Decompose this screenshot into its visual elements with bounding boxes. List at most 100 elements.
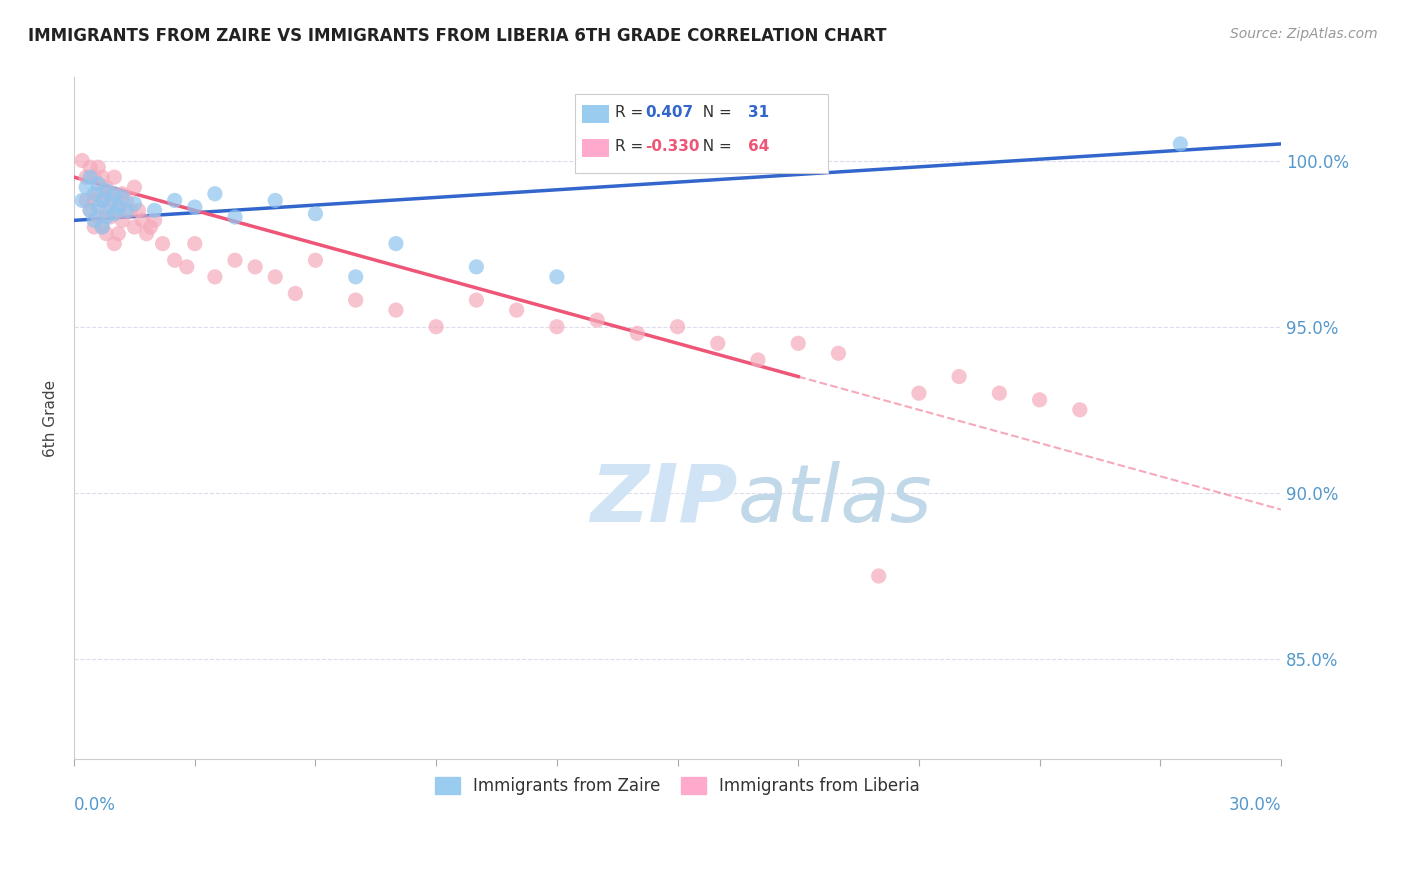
Point: [91, 170, 114, 185]
Point: [120, 203, 142, 218]
Point: [1069, 402, 1091, 417]
Point: [988, 386, 1011, 401]
Point: [143, 203, 166, 218]
Point: [75, 180, 97, 194]
Point: [586, 313, 609, 327]
Text: 64: 64: [748, 139, 769, 153]
Point: [111, 213, 134, 227]
Text: 30.0%: 30.0%: [1229, 797, 1281, 814]
Point: [91, 219, 114, 234]
Point: [107, 200, 129, 214]
Point: [465, 293, 488, 307]
Point: [139, 219, 162, 234]
Y-axis label: 6th Grade: 6th Grade: [44, 380, 58, 457]
Point: [284, 286, 307, 301]
Point: [96, 227, 118, 241]
Point: [626, 326, 648, 341]
Point: [124, 219, 146, 234]
Point: [75, 170, 97, 185]
Point: [79, 203, 101, 218]
Point: [70, 194, 93, 208]
Point: [83, 170, 105, 185]
Point: [91, 219, 114, 234]
Text: ZIP: ZIP: [591, 461, 738, 539]
Point: [546, 269, 568, 284]
Point: [666, 319, 689, 334]
Point: [304, 207, 326, 221]
Point: [87, 186, 110, 201]
Point: [103, 236, 125, 251]
Point: [98, 196, 121, 211]
Point: [103, 207, 125, 221]
Point: [787, 336, 810, 351]
Point: [1170, 136, 1192, 151]
Point: [79, 160, 101, 174]
Point: [83, 186, 105, 201]
Point: [546, 319, 568, 334]
Point: [96, 203, 118, 218]
Point: [83, 194, 105, 208]
Point: [264, 269, 287, 284]
Point: [143, 213, 166, 227]
Point: [91, 194, 114, 208]
Point: [747, 353, 769, 368]
Point: [70, 153, 93, 168]
Point: [131, 213, 153, 227]
Point: [87, 160, 110, 174]
Point: [706, 336, 728, 351]
Point: [184, 200, 207, 214]
Point: [152, 236, 174, 251]
Text: 31: 31: [748, 104, 769, 120]
Point: [91, 194, 114, 208]
Point: [344, 269, 367, 284]
Point: [163, 194, 186, 208]
Point: [204, 269, 226, 284]
Point: [111, 186, 134, 201]
Text: 0.0%: 0.0%: [75, 797, 115, 814]
Point: [176, 260, 198, 274]
Point: [908, 386, 931, 401]
Point: [948, 369, 970, 384]
Point: [827, 346, 849, 360]
Point: [103, 170, 125, 185]
Point: [115, 203, 138, 218]
Point: [79, 170, 101, 185]
Point: [344, 293, 367, 307]
Point: [75, 194, 97, 208]
Point: [385, 236, 408, 251]
Text: R =: R =: [614, 139, 648, 153]
Text: N =: N =: [693, 104, 737, 120]
Point: [264, 194, 287, 208]
Legend: Immigrants from Zaire, Immigrants from Liberia: Immigrants from Zaire, Immigrants from L…: [429, 770, 927, 802]
Point: [163, 253, 186, 268]
Point: [115, 194, 138, 208]
Point: [505, 303, 527, 318]
Point: [103, 194, 125, 208]
Point: [385, 303, 408, 318]
Text: N =: N =: [693, 139, 737, 153]
Point: [184, 236, 207, 251]
Point: [1028, 392, 1050, 407]
FancyBboxPatch shape: [582, 139, 609, 157]
Point: [83, 213, 105, 227]
Point: [135, 227, 157, 241]
Point: [87, 177, 110, 191]
Text: IMMIGRANTS FROM ZAIRE VS IMMIGRANTS FROM LIBERIA 6TH GRADE CORRELATION CHART: IMMIGRANTS FROM ZAIRE VS IMMIGRANTS FROM…: [28, 27, 887, 45]
Text: -0.330: -0.330: [645, 139, 699, 153]
Point: [243, 260, 266, 274]
Point: [111, 190, 134, 204]
Text: 0.407: 0.407: [645, 104, 693, 120]
Point: [127, 203, 149, 218]
Point: [87, 210, 110, 224]
Point: [224, 253, 246, 268]
FancyBboxPatch shape: [575, 95, 828, 173]
Point: [98, 186, 121, 201]
FancyBboxPatch shape: [582, 105, 609, 123]
Point: [103, 186, 125, 201]
Point: [124, 180, 146, 194]
Point: [425, 319, 447, 334]
Text: atlas: atlas: [738, 461, 932, 539]
Point: [465, 260, 488, 274]
Point: [304, 253, 326, 268]
Point: [87, 200, 110, 214]
